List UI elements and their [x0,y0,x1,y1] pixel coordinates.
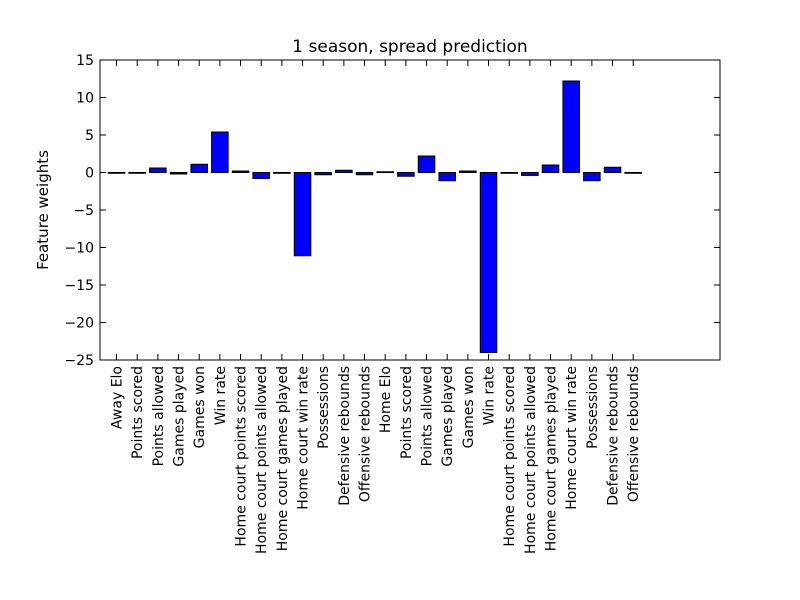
bar [521,172,539,176]
y-tick-label: −15 [64,278,94,294]
bar [314,172,332,176]
bar [252,172,270,179]
x-tick-label: Home court games played [275,366,291,551]
x-tick-label: Home court win rate [564,366,580,510]
x-ticks-group: Away Elo Points scored Points allowed Games… [110,60,642,554]
bar [417,155,436,173]
x-tick-label: Points allowed [420,366,436,466]
x-tick-label: Home court games played [544,366,560,551]
x-tick-label: Games played [172,366,188,467]
bar [438,172,456,182]
x-tick-label: Home Elo [378,366,394,433]
x-tick-label: Possessions [585,366,601,449]
bar [355,172,374,176]
chart-title: 1 season, spread prediction [292,37,527,57]
bar [169,172,188,175]
bars-group [107,80,642,353]
bar [500,172,518,174]
x-tick-label: Home court win rate [296,366,312,510]
y-tick-label: 15 [76,53,94,69]
y-tick-label: −10 [64,241,94,257]
y-tick-label: −5 [73,203,94,219]
bar [190,163,208,173]
x-tick-label: Games played [440,366,456,467]
x-tick-label: Games won [461,366,477,448]
y-tick-label: −25 [64,353,94,369]
x-tick-label: Away Elo [110,366,126,429]
bar [211,131,229,173]
bar [293,172,312,257]
y-ticks-group: 15 10 5 0 −5 −10 −15 −20 −25 [64,53,720,369]
x-tick-label: Points scored [399,366,415,459]
x-tick-label: Games won [192,366,208,448]
x-tick-label: Home court points scored [234,366,250,547]
bar [479,172,498,353]
bar [376,171,394,174]
bar [624,172,642,174]
x-tick-label: Home court points allowed [254,366,270,554]
bar [562,80,580,173]
x-tick-label: Win rate [482,366,498,425]
y-tick-label: 5 [85,128,94,144]
bar [149,167,167,173]
x-tick-label: Points scored [130,366,146,459]
x-tick-label: Possessions [316,366,332,449]
bar [231,170,250,173]
y-tick-label: 0 [85,166,94,182]
bar [128,172,146,174]
bar [107,172,126,174]
x-tick-label: Offensive rebounds [626,366,642,502]
bar [459,170,477,173]
x-tick-label: Defensive rebounds [606,366,622,506]
y-axis-label: Feature weights [34,150,52,270]
plot-frame [99,59,721,361]
bar [583,172,601,182]
x-tick-label: Win rate [213,366,229,425]
x-tick-label: Home court points allowed [523,366,539,554]
x-tick-label: Home court points scored [502,366,518,547]
bar [273,172,291,174]
x-tick-label: Defensive rebounds [337,366,353,506]
bar [335,169,353,173]
y-tick-label: −20 [64,316,94,332]
bar [541,164,560,173]
x-tick-label: Offensive rebounds [358,366,374,502]
bar [603,166,622,173]
x-tick-label: Points allowed [151,366,167,466]
bar [397,172,415,177]
y-tick-label: 10 [76,91,94,107]
